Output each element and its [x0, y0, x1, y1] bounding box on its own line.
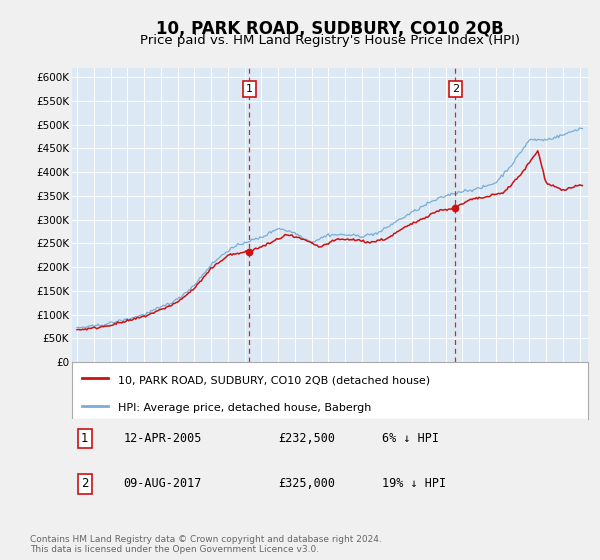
Text: 09-AUG-2017: 09-AUG-2017	[124, 477, 202, 491]
Text: Contains HM Land Registry data © Crown copyright and database right 2024.
This d: Contains HM Land Registry data © Crown c…	[30, 535, 382, 554]
Text: £232,500: £232,500	[278, 432, 335, 445]
Text: 2: 2	[81, 477, 89, 491]
Text: 12-APR-2005: 12-APR-2005	[124, 432, 202, 445]
Text: HPI: Average price, detached house, Babergh: HPI: Average price, detached house, Babe…	[118, 403, 372, 413]
Text: 1: 1	[246, 84, 253, 94]
Text: Price paid vs. HM Land Registry's House Price Index (HPI): Price paid vs. HM Land Registry's House …	[140, 34, 520, 46]
Text: 1: 1	[81, 432, 89, 445]
Text: 10, PARK ROAD, SUDBURY, CO10 2QB: 10, PARK ROAD, SUDBURY, CO10 2QB	[156, 20, 504, 38]
Text: 19% ↓ HPI: 19% ↓ HPI	[382, 477, 446, 491]
Text: 6% ↓ HPI: 6% ↓ HPI	[382, 432, 439, 445]
Text: 10, PARK ROAD, SUDBURY, CO10 2QB (detached house): 10, PARK ROAD, SUDBURY, CO10 2QB (detach…	[118, 375, 431, 385]
Text: £325,000: £325,000	[278, 477, 335, 491]
Text: 2: 2	[452, 84, 459, 94]
